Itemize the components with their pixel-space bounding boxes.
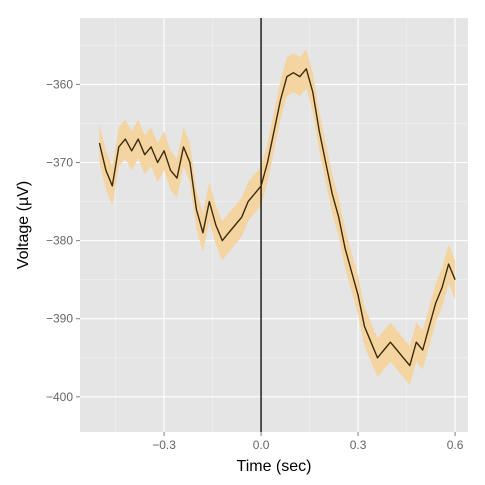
x-axis-title: Time (sec) [237,458,312,475]
y-tick-label: −380 [46,234,73,248]
mean-voltage-line [98,68,456,367]
y-axis: −360 −370 −380 −390 −400 [46,77,80,404]
y-axis-title: Voltage (µV) [15,181,32,269]
x-tick-label: 0.0 [253,438,270,452]
y-tick-label: −400 [46,390,73,404]
x-axis: −0.3 0.0 0.3 0.6 [152,432,464,452]
y-tick-label: −360 [46,77,73,91]
x-tick-label: −0.3 [152,438,176,452]
y-tick-label: −370 [46,156,73,170]
y-tick-label: −390 [46,312,73,326]
x-tick-label: 0.6 [447,438,464,452]
x-tick-label: 0.3 [350,438,367,452]
